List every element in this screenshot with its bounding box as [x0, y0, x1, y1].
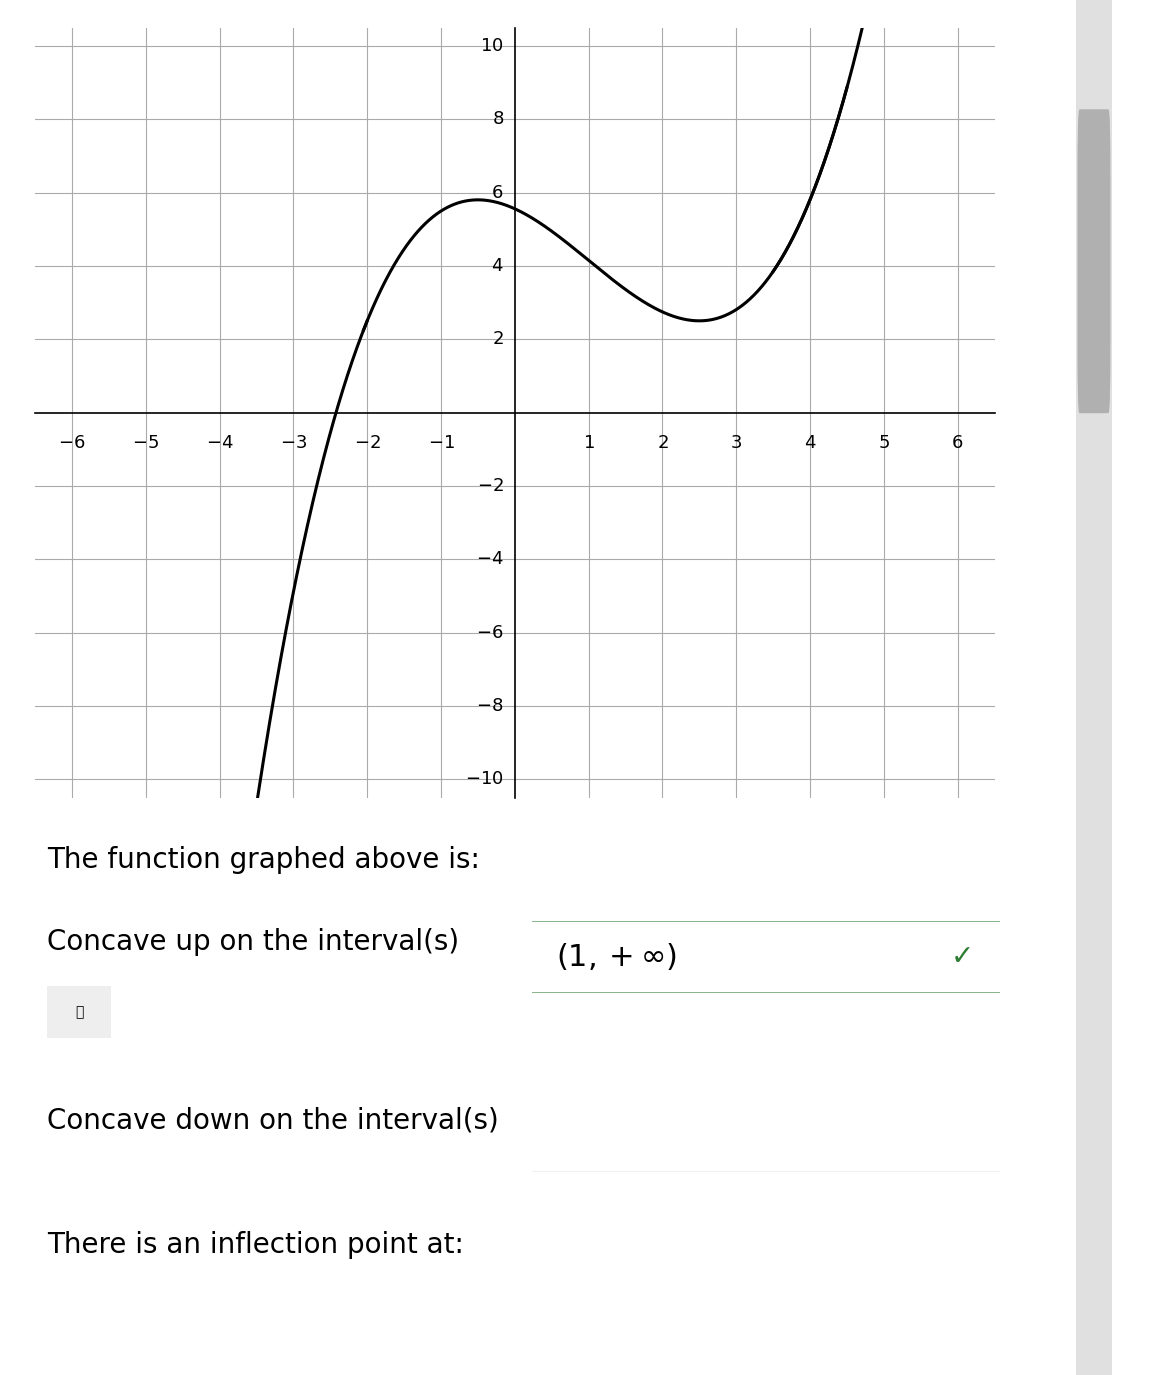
FancyBboxPatch shape — [1079, 110, 1109, 412]
Text: $-5$: $-5$ — [132, 434, 159, 452]
Text: $(1,+\infty)$: $(1,+\infty)$ — [556, 942, 676, 972]
Text: $6$: $6$ — [491, 183, 504, 202]
Text: Concave down on the interval(s): Concave down on the interval(s) — [47, 1107, 498, 1134]
Text: There is an inflection point at:: There is an inflection point at: — [47, 1231, 463, 1258]
Text: $-1$: $-1$ — [427, 434, 454, 452]
FancyBboxPatch shape — [523, 1099, 1010, 1173]
Text: $4$: $4$ — [491, 257, 504, 275]
Text: $3$: $3$ — [730, 434, 742, 452]
Text: $-8$: $-8$ — [476, 697, 504, 715]
Text: $4$: $4$ — [804, 434, 817, 452]
Text: $2$: $2$ — [491, 330, 504, 348]
Text: $8$: $8$ — [491, 110, 504, 128]
Text: $-10$: $-10$ — [466, 770, 504, 788]
FancyBboxPatch shape — [523, 920, 1010, 994]
Text: 🔑: 🔑 — [75, 1005, 83, 1019]
Text: $-4$: $-4$ — [476, 550, 504, 568]
FancyBboxPatch shape — [523, 1222, 1010, 1297]
Text: $1$: $1$ — [583, 434, 594, 452]
Text: The function graphed above is:: The function graphed above is: — [47, 846, 480, 873]
Text: $-3$: $-3$ — [280, 434, 307, 452]
Text: $5$: $5$ — [878, 434, 889, 452]
Text: $-6$: $-6$ — [58, 434, 85, 452]
Text: $-2$: $-2$ — [477, 477, 504, 495]
FancyBboxPatch shape — [43, 983, 115, 1041]
Text: ✓: ✓ — [951, 943, 975, 971]
Text: $-4$: $-4$ — [206, 434, 233, 452]
Text: $2$: $2$ — [656, 434, 668, 452]
Text: $10$: $10$ — [480, 37, 504, 55]
Text: Concave up on the interval(s): Concave up on the interval(s) — [47, 928, 459, 956]
Text: $-6$: $-6$ — [476, 623, 504, 642]
Text: $-2$: $-2$ — [353, 434, 380, 452]
Text: $6$: $6$ — [951, 434, 964, 452]
